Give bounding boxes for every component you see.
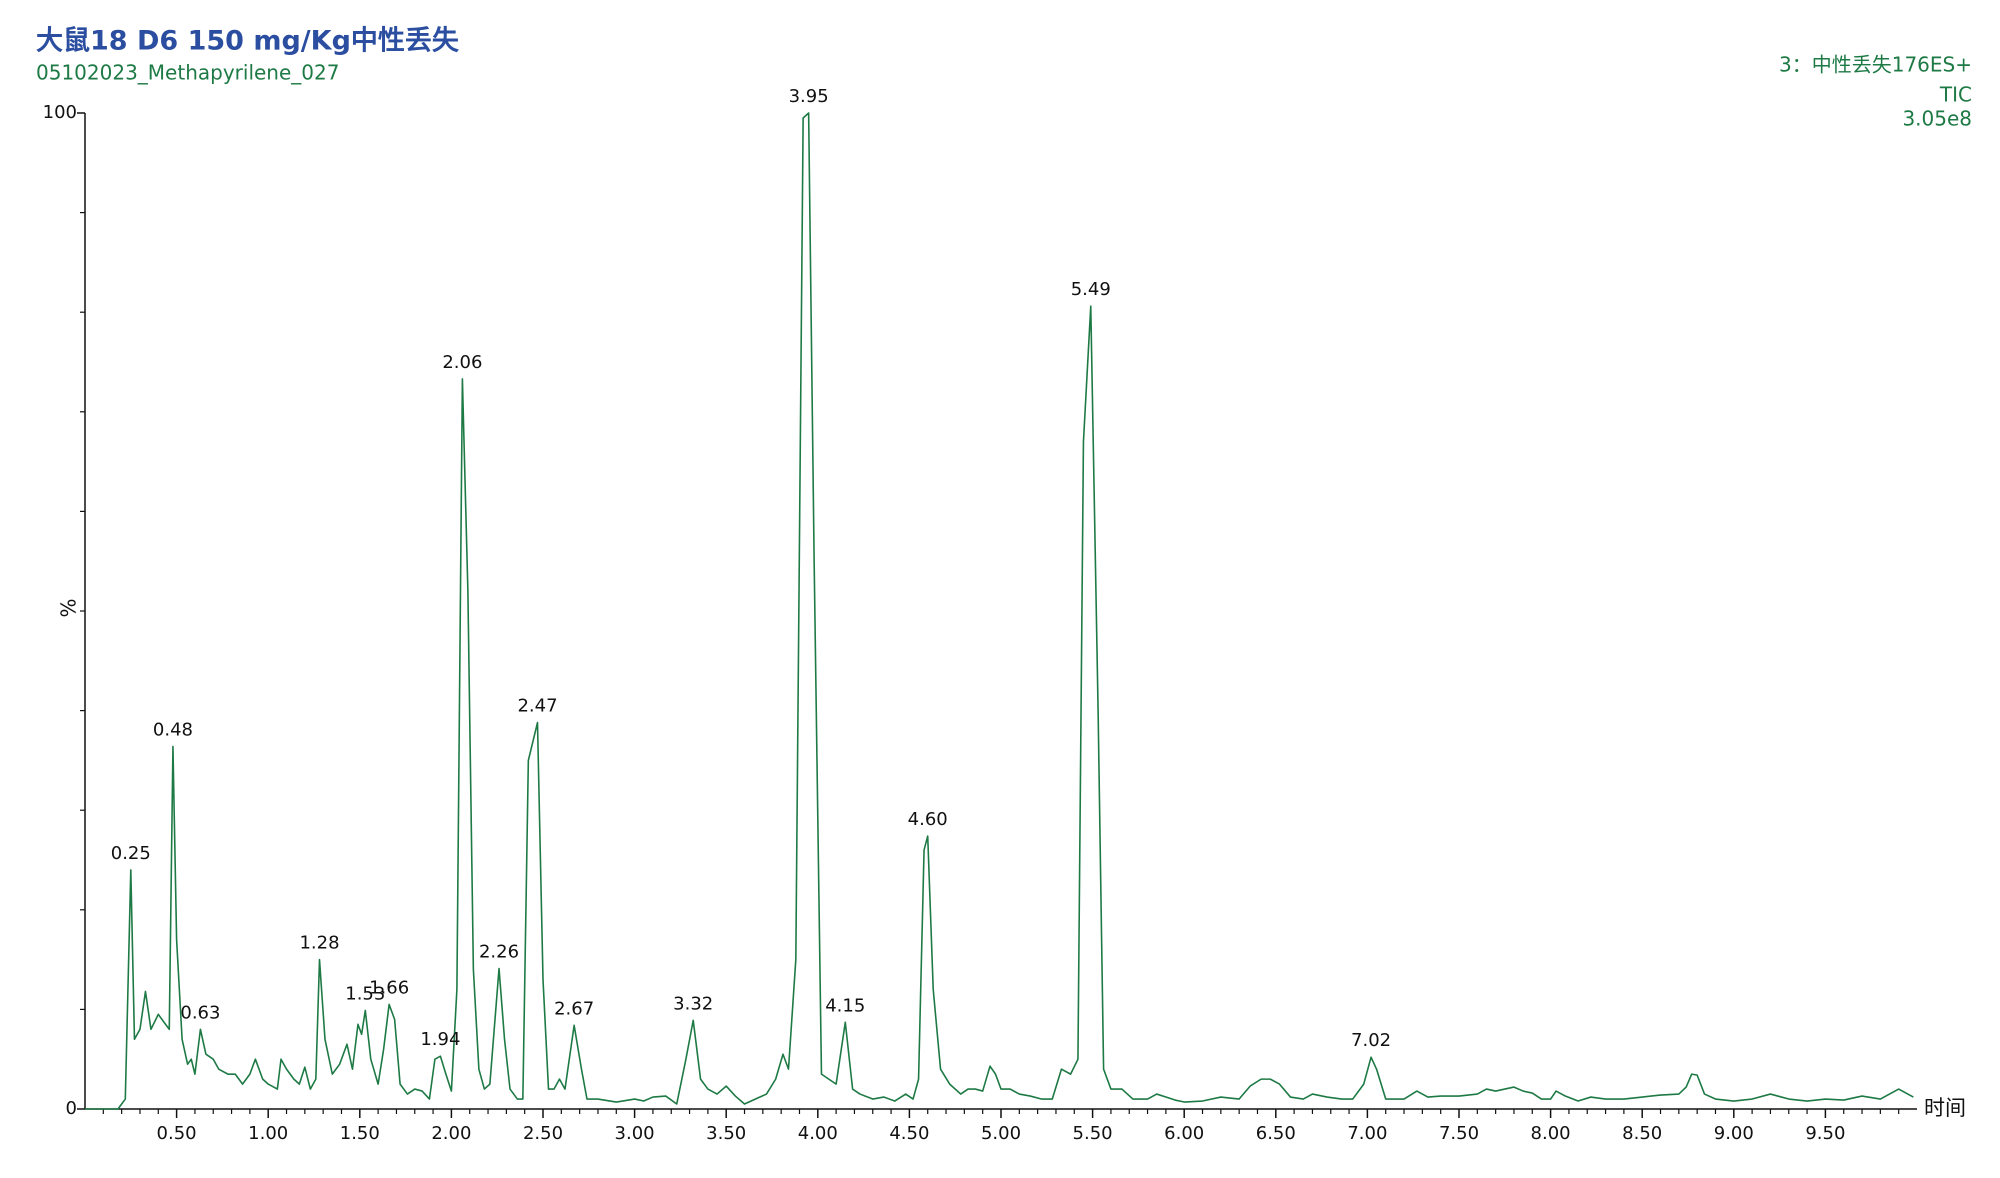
y-tick-label: 0 [66, 1098, 77, 1119]
x-tick-label: 7.00 [1347, 1123, 1387, 1144]
x-axis-label: 时间 [1924, 1096, 1966, 1120]
x-tick-label: 6.50 [1256, 1123, 1296, 1144]
chart-subtitle: 05102023_Methapyrilene_027 [36, 61, 339, 85]
peak-label: 3.32 [673, 993, 713, 1014]
x-tick-label: 2.00 [431, 1123, 471, 1144]
x-tick-label: 2.50 [523, 1123, 563, 1144]
x-tick-label: 3.00 [615, 1123, 655, 1144]
x-tick-label: 3.50 [706, 1123, 746, 1144]
peak-label: 2.67 [554, 998, 594, 1019]
x-tick-label: 8.00 [1531, 1123, 1571, 1144]
intensity-label: 3.05e8 [1902, 107, 1972, 131]
trace-label: TIC [1939, 83, 1972, 107]
x-tick-label: 1.50 [340, 1123, 380, 1144]
peak-label: 5.49 [1071, 279, 1111, 300]
x-tick-label: 4.50 [889, 1123, 929, 1144]
peak-label: 0.48 [153, 719, 193, 740]
x-tick-label: 9.50 [1805, 1123, 1845, 1144]
peak-label: 4.60 [908, 809, 948, 830]
x-tick-label: 9.00 [1714, 1123, 1754, 1144]
peak-label: 1.94 [420, 1029, 460, 1050]
x-tick-label: 5.00 [981, 1123, 1021, 1144]
peak-label: 1.53 [345, 983, 385, 1004]
peak-label: 0.63 [180, 1002, 220, 1023]
x-tick-label: 4.00 [798, 1123, 838, 1144]
peak-label: 2.06 [442, 352, 482, 373]
x-tick-label: 8.50 [1622, 1123, 1662, 1144]
peak-label: 2.47 [517, 696, 557, 717]
peak-label: 7.02 [1351, 1030, 1391, 1051]
x-tick-label: 1.00 [248, 1123, 288, 1144]
x-tick-label: 7.50 [1439, 1123, 1479, 1144]
y-tick-label: 100 [43, 102, 77, 123]
x-tick-label: 0.50 [157, 1123, 197, 1144]
peak-label: 1.28 [299, 933, 339, 954]
peak-label: 0.25 [111, 843, 151, 864]
function-label: 3：中性丢失176ES+ [1779, 53, 1972, 77]
y-axis-label: % [57, 598, 81, 617]
peak-label: 3.95 [789, 86, 829, 107]
x-tick-label: 5.50 [1073, 1123, 1113, 1144]
peak-label: 1.66 [369, 977, 409, 998]
chart-title: 大鼠18 D6 150 mg/Kg中性丢失 [36, 26, 460, 57]
trace-line [85, 112, 1914, 1110]
peak-label: 4.15 [825, 995, 865, 1016]
peak-label: 2.26 [479, 942, 519, 963]
x-tick-label: 6.00 [1164, 1123, 1204, 1144]
